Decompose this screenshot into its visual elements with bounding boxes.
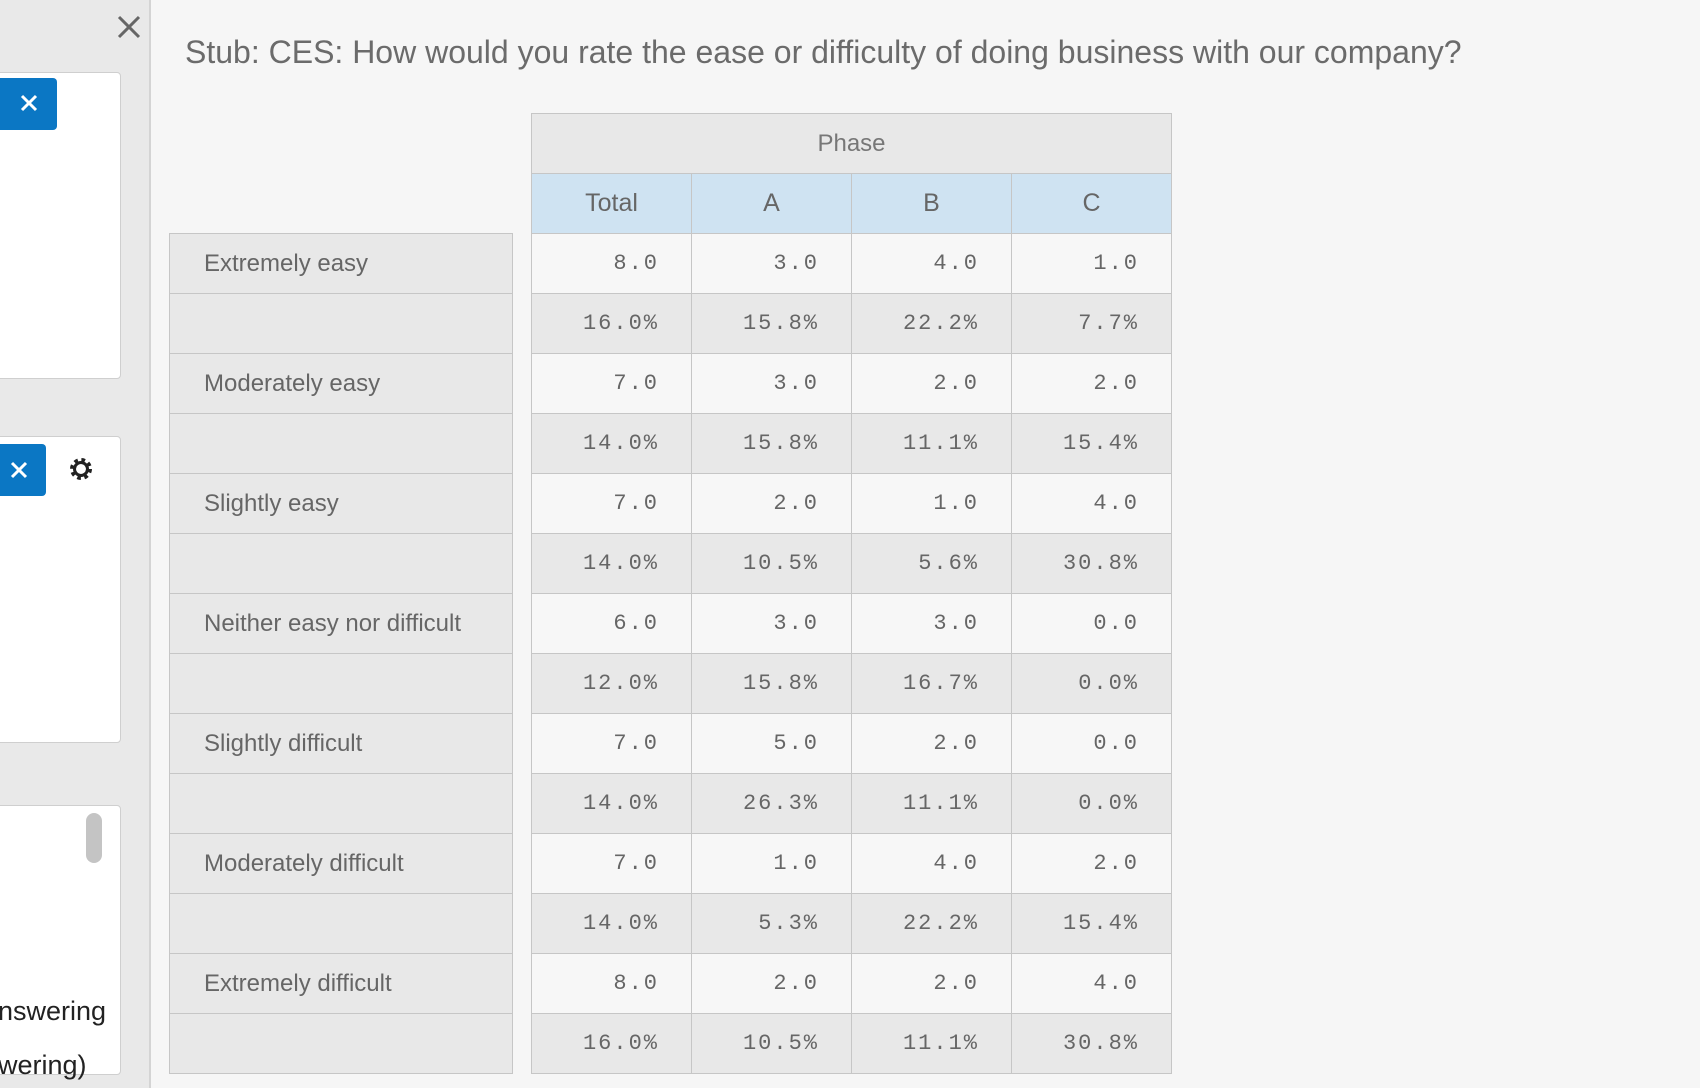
title: Stub: CES: How would you rate the ease o… — [185, 34, 1462, 70]
count-cell: 3.0 — [691, 593, 852, 654]
column-header: Total — [531, 173, 692, 234]
percent-cell: 15.8% — [691, 653, 852, 714]
column-header: C — [1011, 173, 1172, 234]
count-cell: 4.0 — [851, 833, 1012, 894]
row-label: Neither easy nor difficult — [169, 593, 513, 654]
row-label: Extremely easy — [169, 233, 513, 294]
list-card — [0, 805, 121, 1075]
group-header: Phase — [531, 113, 1172, 174]
percent-cell: 16.0% — [531, 293, 692, 354]
count-cell: 7.0 — [531, 833, 692, 894]
percent-cell: 11.1% — [851, 1013, 1012, 1074]
percent-cell: 22.2% — [851, 293, 1012, 354]
side-text: nswering — [0, 996, 107, 1026]
percent-cell: 14.0% — [531, 413, 692, 474]
count-cell: 0.0 — [1011, 593, 1172, 654]
percent-cell: 30.8% — [1011, 533, 1172, 594]
count-cell: 1.0 — [1011, 233, 1172, 294]
count-cell: 2.0 — [1011, 353, 1172, 414]
count-cell: 8.0 — [531, 233, 692, 294]
percent-cell: 22.2% — [851, 893, 1012, 954]
count-cell: 2.0 — [1011, 833, 1172, 894]
row-label: Moderately easy — [169, 353, 513, 414]
count-cell: 2.0 — [851, 713, 1012, 774]
count-cell: 8.0 — [531, 953, 692, 1014]
count-cell: 2.0 — [691, 953, 852, 1014]
count-cell: 6.0 — [531, 593, 692, 654]
count-cell: 3.0 — [691, 353, 852, 414]
percent-cell: 30.8% — [1011, 1013, 1172, 1074]
percent-cell: 15.8% — [691, 293, 852, 354]
count-cell: 2.0 — [851, 953, 1012, 1014]
settings-button[interactable] — [68, 456, 94, 482]
row-label-blank — [169, 1013, 513, 1074]
count-cell: 0.0 — [1011, 713, 1172, 774]
percent-cell: 11.1% — [851, 773, 1012, 834]
percent-cell: 5.6% — [851, 533, 1012, 594]
count-cell: 2.0 — [691, 473, 852, 534]
percent-cell: 10.5% — [691, 1013, 852, 1074]
percent-cell: 16.7% — [851, 653, 1012, 714]
row-label-blank — [169, 893, 513, 954]
count-cell: 7.0 — [531, 713, 692, 774]
count-cell: 4.0 — [1011, 473, 1172, 534]
percent-cell: 7.7% — [1011, 293, 1172, 354]
remove-button[interactable] — [0, 444, 46, 496]
close-button[interactable] — [116, 14, 142, 40]
column-header: A — [691, 173, 852, 234]
side-text: wering) — [0, 1050, 87, 1080]
percent-cell: 11.1% — [851, 413, 1012, 474]
remove-button[interactable] — [0, 78, 57, 130]
column-header: B — [851, 173, 1012, 234]
scrollbar[interactable] — [86, 813, 102, 863]
row-label: Slightly difficult — [169, 713, 513, 774]
count-cell: 5.0 — [691, 713, 852, 774]
percent-cell: 15.4% — [1011, 893, 1172, 954]
percent-cell: 10.5% — [691, 533, 852, 594]
sidebar: nswering wering) — [0, 0, 151, 1088]
row-label-blank — [169, 533, 513, 594]
count-cell: 2.0 — [851, 353, 1012, 414]
row-label: Extremely difficult — [169, 953, 513, 1014]
percent-cell: 26.3% — [691, 773, 852, 834]
percent-cell: 14.0% — [531, 893, 692, 954]
percent-cell: 12.0% — [531, 653, 692, 714]
row-label-blank — [169, 773, 513, 834]
percent-cell: 14.0% — [531, 533, 692, 594]
count-cell: 3.0 — [851, 593, 1012, 654]
row-label: Moderately difficult — [169, 833, 513, 894]
count-cell: 7.0 — [531, 473, 692, 534]
count-cell: 4.0 — [851, 233, 1012, 294]
percent-cell: 15.8% — [691, 413, 852, 474]
percent-cell: 0.0% — [1011, 773, 1172, 834]
percent-cell: 15.4% — [1011, 413, 1172, 474]
count-cell: 1.0 — [691, 833, 852, 894]
percent-cell: 16.0% — [531, 1013, 692, 1074]
row-label: Slightly easy — [169, 473, 513, 534]
count-cell: 7.0 — [531, 353, 692, 414]
row-label-blank — [169, 653, 513, 714]
count-cell: 4.0 — [1011, 953, 1172, 1014]
row-label-blank — [169, 293, 513, 354]
percent-cell: 0.0% — [1011, 653, 1172, 714]
count-cell: 1.0 — [851, 473, 1012, 534]
percent-cell: 14.0% — [531, 773, 692, 834]
row-label-blank — [169, 413, 513, 474]
count-cell: 3.0 — [691, 233, 852, 294]
percent-cell: 5.3% — [691, 893, 852, 954]
